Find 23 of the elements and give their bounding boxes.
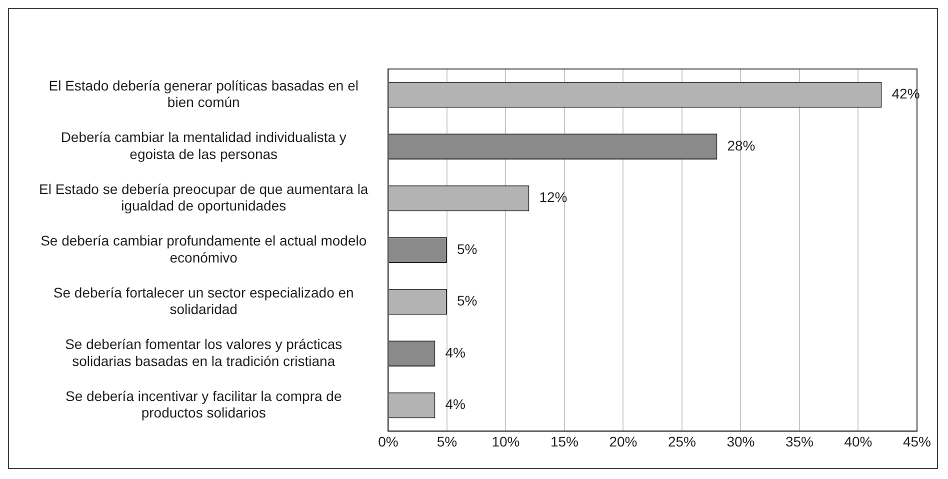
y-tick-label: Se deberían fomentar los valores y prácticas solidarias basadas en la tradición cristiana xyxy=(65,336,342,369)
x-tick-label: 5% xyxy=(436,433,458,450)
x-tick-label: 45% xyxy=(902,433,932,450)
data-label: 12% xyxy=(539,189,568,206)
y-tick-label: Se debería fortalecer un sector especializado en solidaridad xyxy=(53,284,354,318)
x-tick-label: 30% xyxy=(726,433,755,450)
x-tick-label: 10% xyxy=(492,433,520,450)
y-tick-label: El Estado debería generar políticas basadas en el bien común xyxy=(48,77,358,110)
x-tick-label: 15% xyxy=(550,433,578,450)
data-label: 4% xyxy=(445,396,466,412)
data-label: 4% xyxy=(445,344,466,360)
x-tick-label: 40% xyxy=(844,433,872,450)
data-label: 28% xyxy=(727,137,756,154)
data-label: 5% xyxy=(456,240,478,257)
x-tick-label: 0% xyxy=(378,433,398,450)
y-tick-label: Debería cambiar la mentalidad individualista y egoista de las personas xyxy=(60,129,346,162)
x-tick-label: 25% xyxy=(668,433,696,450)
y-tick-label: Se debería incentivar y facilitar la compra de productos solidarios xyxy=(65,388,342,421)
data-label: 5% xyxy=(456,292,478,309)
y-tick-label: El Estado se debería preocupar de que aumentara la igualdad de oportunidades xyxy=(39,180,368,214)
y-tick-label: Se debería cambiar profundamente el actual modelo económivo xyxy=(40,232,367,266)
x-tick-label: 20% xyxy=(609,433,638,450)
x-tick-label: 35% xyxy=(785,433,814,450)
